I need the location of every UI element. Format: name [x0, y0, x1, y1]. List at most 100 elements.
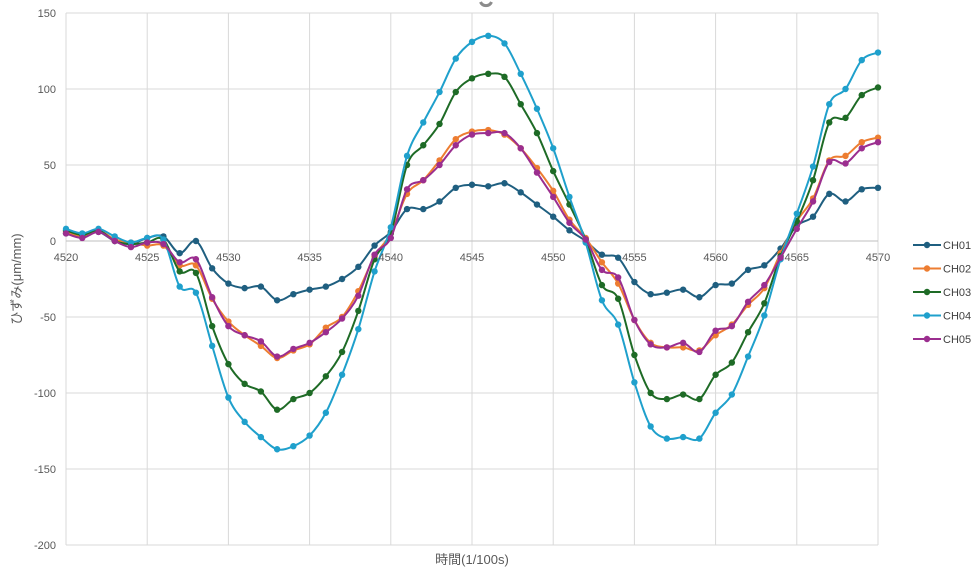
data-point — [728, 391, 736, 398]
data-point — [176, 283, 183, 290]
data-point — [679, 339, 687, 347]
data-point — [874, 49, 882, 56]
data-point — [241, 284, 248, 292]
data-point — [842, 85, 849, 93]
x-tick-labels: 4520 4525 4530 4535 4540 4545 4550 4555 4560 4565… — [54, 252, 890, 264]
data-point — [485, 183, 492, 190]
data-point — [338, 315, 346, 322]
data-point — [322, 283, 330, 290]
data-point — [468, 75, 476, 82]
data-point — [273, 446, 281, 453]
data-point — [647, 291, 654, 298]
data-point — [273, 297, 281, 304]
data-point — [858, 91, 865, 99]
legend-label: CH01 — [943, 240, 971, 252]
data-point — [241, 332, 248, 339]
data-point — [809, 163, 817, 170]
data-point — [744, 353, 752, 360]
data-point — [842, 152, 849, 160]
y-tick-label: 150 — [38, 8, 56, 20]
data-point — [111, 233, 118, 240]
data-point — [192, 262, 200, 269]
data-point — [858, 186, 865, 193]
data-point — [663, 344, 671, 351]
data-point — [371, 251, 378, 258]
legend-label: CH04 — [943, 311, 971, 323]
y-tick-label: 0 — [50, 236, 56, 248]
y-tick-labels: -200 -150 -100 -50 0 50 100 150 — [34, 8, 56, 552]
data-point — [842, 114, 849, 122]
data-point — [436, 161, 443, 169]
series-layer — [62, 32, 882, 453]
data-point — [696, 348, 703, 356]
data-point — [533, 129, 541, 137]
data-point — [176, 259, 183, 266]
x-tick-label: 4540 — [379, 252, 403, 264]
data-point — [192, 269, 200, 277]
data-point — [598, 297, 606, 304]
data-point — [338, 371, 346, 378]
data-point — [322, 409, 330, 416]
data-point — [696, 294, 703, 301]
data-point — [241, 380, 248, 388]
data-point — [631, 351, 638, 359]
legend-item-ch04: CH04 — [913, 311, 971, 323]
data-point — [614, 321, 622, 328]
data-point — [631, 379, 638, 386]
data-point — [403, 186, 411, 193]
data-point — [176, 268, 183, 275]
data-point — [874, 184, 882, 191]
data-point — [663, 395, 671, 403]
data-point — [809, 198, 817, 205]
data-point — [712, 327, 719, 334]
data-point — [809, 213, 817, 220]
data-point — [696, 395, 703, 403]
data-point — [257, 342, 265, 350]
data-point — [842, 160, 849, 167]
data-point — [550, 193, 557, 201]
data-point — [663, 289, 671, 296]
data-point — [208, 294, 216, 301]
data-point — [826, 119, 833, 126]
legend-item-ch02: CH02 — [913, 264, 971, 276]
data-point — [241, 418, 248, 426]
legend-swatch-marker — [923, 335, 931, 343]
legend-swatch-marker — [923, 265, 931, 272]
data-point — [420, 119, 427, 126]
data-point — [436, 198, 443, 205]
data-point — [858, 56, 865, 64]
x-axis-title: 時間(1/100s) — [435, 552, 509, 567]
x-tick-label: 4525 — [135, 252, 159, 264]
data-point — [468, 131, 476, 138]
y-tick-label: 100 — [38, 84, 56, 96]
legend-item-ch05: CH05 — [913, 334, 971, 346]
data-point — [501, 129, 508, 137]
data-point — [436, 88, 443, 96]
data-point — [533, 105, 541, 112]
y-tick-label: -50 — [40, 312, 56, 324]
data-point — [273, 406, 281, 413]
data-point — [192, 256, 200, 263]
data-point — [874, 134, 882, 141]
x-tick-label: 4520 — [54, 252, 78, 264]
data-point — [598, 259, 606, 266]
legend-item-ch03: CH03 — [913, 287, 971, 299]
x-tick-label: 4560 — [703, 252, 727, 264]
y-tick-label: -200 — [34, 540, 56, 552]
y-axis-title: ひずみ(μm/mm) — [9, 233, 24, 324]
data-point — [728, 359, 736, 366]
data-point — [225, 360, 232, 368]
data-point — [728, 280, 736, 287]
data-point — [598, 266, 606, 274]
data-point — [809, 177, 817, 184]
data-point — [338, 275, 346, 283]
data-point — [679, 433, 687, 441]
data-point — [355, 307, 362, 315]
data-point — [192, 289, 200, 296]
data-point — [290, 443, 297, 450]
data-point — [744, 298, 752, 305]
data-point — [79, 234, 86, 242]
data-point — [631, 316, 638, 324]
data-point — [403, 205, 411, 213]
data-point — [355, 263, 362, 271]
